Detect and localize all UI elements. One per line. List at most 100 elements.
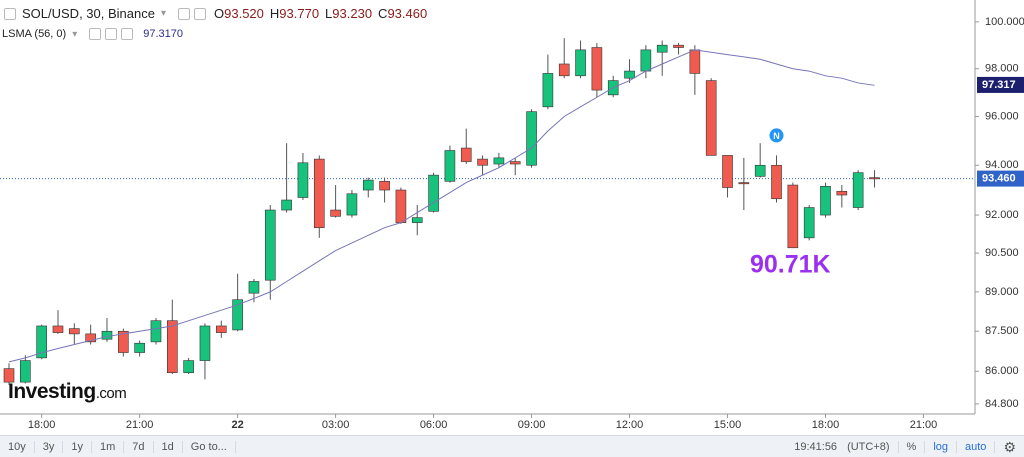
range-button[interactable]: 1d — [154, 441, 183, 453]
candle-body — [134, 342, 145, 353]
candle-body — [199, 325, 211, 361]
candle-body — [787, 184, 799, 249]
x-tick-label: 09:00 — [518, 419, 546, 431]
candle-body — [640, 49, 652, 72]
candle-body — [493, 157, 505, 165]
ohlc-label: C — [378, 6, 388, 21]
logo: Investing.com — [8, 380, 127, 404]
candle-body — [313, 158, 325, 228]
candle-body — [656, 44, 668, 53]
indicator-value: 97.3170 — [143, 28, 183, 40]
range-button[interactable]: 3y — [35, 441, 64, 453]
ohlc: O93.520 H93.770 L93.230 C93.460 — [208, 6, 427, 21]
candle-body — [705, 80, 717, 156]
candle-body — [771, 164, 782, 200]
price-axis-label: 93.460 — [982, 173, 1016, 185]
logo-main: Investing — [8, 380, 96, 403]
candle-body — [69, 328, 80, 335]
collapse-icon[interactable] — [4, 7, 16, 20]
indicator-axis-label: 97.317 — [982, 79, 1016, 91]
option-button[interactable]: % — [899, 441, 926, 453]
y-tick-label: 92.000 — [985, 209, 1019, 221]
candle-body — [36, 325, 47, 359]
ohlc-value: 93.520 — [224, 6, 264, 21]
indicator-name: LSMA (56, 0) — [2, 28, 67, 40]
candle-body — [3, 368, 15, 383]
candle-body — [20, 360, 31, 383]
candle-body — [738, 182, 750, 185]
candle-body — [852, 172, 864, 208]
candle-body — [167, 320, 178, 373]
lsma-line — [8, 49, 875, 363]
candle-body — [526, 111, 537, 166]
ohlc-label: H — [269, 6, 280, 21]
y-tick-label: 90.500 — [985, 247, 1019, 259]
logo-suffix: .com — [95, 385, 127, 402]
news-marker — [769, 128, 784, 143]
candle-body — [542, 73, 554, 108]
candle-body — [722, 155, 733, 188]
x-tick-label: 06:00 — [420, 419, 448, 431]
candle-body — [803, 207, 815, 239]
y-tick-label: 98.000 — [985, 63, 1019, 75]
annotation: 90.71K — [750, 251, 831, 279]
y-tick-label: 87.500 — [985, 325, 1019, 337]
candle-body — [248, 281, 260, 294]
candle-body — [264, 209, 276, 281]
icon[interactable] — [194, 7, 206, 20]
indicator-legend: LSMA (56, 0) ▾ 97.3170 — [0, 28, 183, 40]
range-button[interactable]: 7d — [124, 441, 154, 453]
price-axis-box — [977, 170, 1024, 187]
icon[interactable] — [178, 7, 190, 20]
range-button[interactable]: 1m — [92, 441, 125, 453]
chart: 84.800 86.000 87.500 89.000 90.500 92.000 94.0… — [0, 0, 1024, 431]
symbol-title: SOL/USD, 30, Binance — [22, 6, 155, 21]
y-tick-label: 94.000 — [985, 159, 1019, 171]
toolbar: 10y 3y 1y 1m 7d 1d Go to... 19:41:56 (UTC+8)% log… — [0, 435, 1024, 457]
range-button[interactable]: 10y — [0, 441, 35, 453]
settings[interactable]: ⚙ — [1003, 438, 1016, 455]
dropdown[interactable]: ▾ — [160, 8, 166, 19]
dropdown[interactable]: ▾ — [72, 28, 78, 40]
candle-body — [869, 177, 880, 180]
candle-body — [460, 147, 472, 162]
candle-body — [330, 209, 341, 217]
y-tick-label: 96.000 — [985, 110, 1019, 122]
candle-body — [379, 181, 390, 191]
option-button[interactable]: auto — [957, 441, 996, 453]
candle-body — [101, 330, 113, 340]
candle-body — [820, 185, 831, 216]
candle-body — [362, 179, 374, 191]
candle-body — [411, 217, 423, 223]
ohlc-value: 93.460 — [387, 6, 428, 21]
header: SOL/USD, 30, Binance ▾ O93.520 H93.770 L93… — [0, 6, 427, 21]
indicator-axis-box — [977, 76, 1024, 93]
option-button[interactable]: log — [925, 441, 958, 453]
candle-body — [395, 189, 407, 223]
y-tick-label: 89.000 — [985, 286, 1019, 298]
range-button[interactable]: 1y — [63, 441, 92, 453]
candle-body — [624, 70, 635, 79]
candle-body — [297, 162, 309, 198]
ohlc-label: L — [325, 6, 333, 21]
candle-body — [509, 161, 521, 165]
y-tick-label: 100.000 — [985, 16, 1024, 28]
candle-body — [346, 193, 358, 216]
ohlc-label: O — [214, 6, 225, 21]
x-tick-label: 21:00 — [910, 419, 938, 431]
candle-body — [183, 360, 194, 373]
candle-body — [52, 325, 64, 333]
icon[interactable] — [121, 28, 134, 40]
icon[interactable] — [105, 28, 118, 40]
range-button[interactable]: Go to... — [183, 441, 236, 453]
news-marker-label: N — [773, 131, 780, 141]
x-tick-label: 22 — [231, 419, 243, 431]
y-tick-label: 86.000 — [985, 365, 1019, 377]
candle-body — [118, 330, 129, 353]
candle-body — [150, 320, 162, 343]
candle-body — [215, 325, 227, 333]
candle-body — [836, 190, 848, 196]
y-tick-label: 84.800 — [985, 398, 1019, 410]
icon[interactable] — [89, 28, 102, 40]
